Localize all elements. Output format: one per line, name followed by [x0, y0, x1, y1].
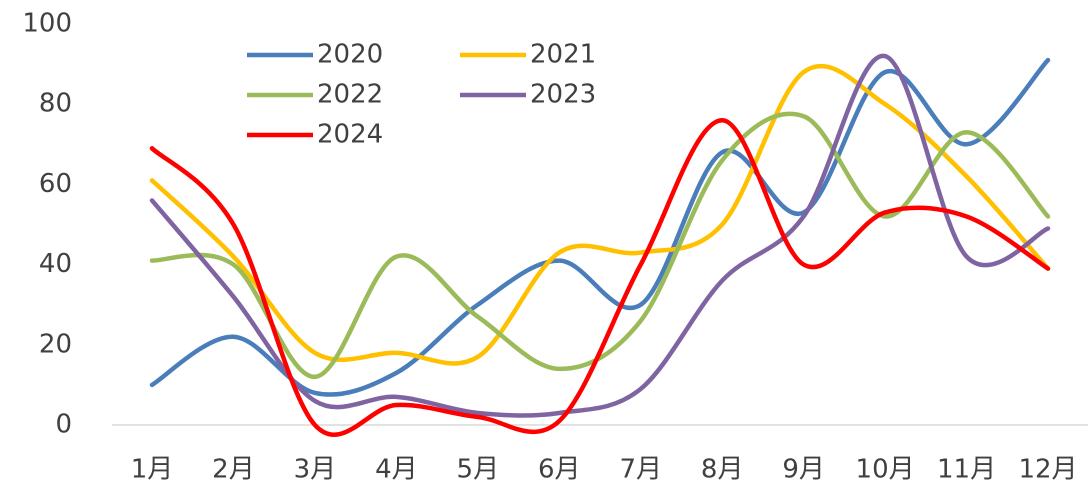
x-tick-label: 2月	[212, 455, 255, 485]
y-tick-label: 100	[22, 9, 72, 39]
legend-label: 2023	[530, 80, 596, 110]
x-tick-label: 9月	[782, 455, 825, 485]
x-tick-label: 1月	[131, 455, 174, 485]
y-tick-label: 60	[39, 169, 72, 199]
series-line	[149, 63, 1051, 366]
x-tick-label: 3月	[294, 455, 337, 485]
series-line	[149, 111, 1051, 380]
y-tick-label: 0	[55, 410, 72, 440]
y-tick-label: 80	[39, 89, 72, 119]
x-tick-label: 5月	[457, 455, 500, 485]
x-tick-label: 11月	[937, 455, 996, 485]
series-line	[149, 117, 1051, 437]
legend-label: 2021	[530, 40, 596, 70]
y-tick-label: 20	[39, 329, 72, 359]
x-tick-label: 10月	[856, 455, 915, 485]
y-tick-label: 40	[39, 249, 72, 279]
x-tick-label: 6月	[538, 455, 581, 485]
x-tick-label: 8月	[701, 455, 744, 485]
legend-label: 2024	[317, 120, 383, 150]
x-tick-label: 7月	[619, 455, 662, 485]
x-tick-label: 12月	[1018, 455, 1077, 485]
x-tick-label: 4月	[375, 455, 418, 485]
series-line	[149, 53, 1051, 418]
legend-label: 2020	[317, 40, 383, 70]
legend-label: 2022	[317, 80, 383, 110]
